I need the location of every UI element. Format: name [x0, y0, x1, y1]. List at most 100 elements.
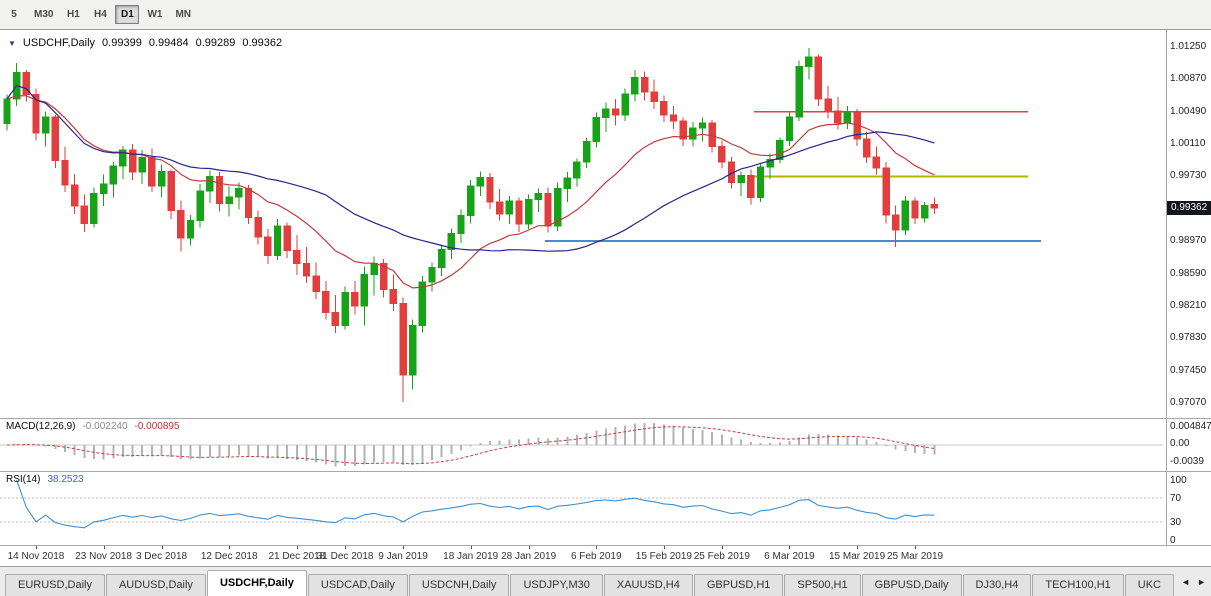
time-axis-tick — [296, 546, 298, 549]
time-axis-label: 6 Mar 2019 — [764, 551, 815, 562]
rsi-indicator-label: RSI(14) 38.2523 — [6, 474, 84, 485]
timeframe-button-w1[interactable]: W1 — [147, 9, 163, 20]
macd-signal-value: -0.000895 — [134, 421, 180, 432]
current-price-badge: 0.99362 — [1167, 200, 1211, 215]
price-axis-label: 1.00870 — [1170, 73, 1207, 85]
time-axis-label: 9 Jan 2019 — [378, 551, 428, 562]
rsi-panel-separator[interactable] — [0, 471, 1211, 472]
time-axis-tick — [103, 546, 105, 549]
chart-tab-gbpusd-h1[interactable]: GBPUSD,H1 — [693, 574, 784, 596]
time-axis-label: 3 Dec 2018 — [135, 551, 188, 562]
chart-tabs: EURUSD,Daily AUDUSD,Daily USDCHF,Daily USDC… — [0, 566, 1211, 596]
ohlc-close-value: 0.99362 — [242, 37, 283, 49]
price-axis[interactable]: 1.01250 1.00870 1.00490 1.00110 0.99730 0.989… — [0, 0, 1211, 566]
price-axis-label: 0.98210 — [1170, 299, 1207, 311]
chart-tab-usdcnh-daily[interactable]: USDCNH,Daily — [408, 574, 510, 596]
price-axis-label: 0.97450 — [1170, 364, 1207, 376]
timeframe-button-mn[interactable]: MN — [175, 9, 192, 20]
time-axis-tick — [35, 546, 37, 549]
chart-tab-dj30-h4[interactable]: DJ30,H4 — [962, 574, 1032, 596]
time-axis-tick — [789, 546, 791, 549]
symbol-dropdown-icon: ▼ — [8, 38, 16, 48]
time-axis-label: 25 Mar 2019 — [886, 551, 944, 562]
macd-axis-label: 0.004847 — [1170, 421, 1211, 432]
price-chart-canvas[interactable] — [0, 30, 1166, 418]
chart-tab-tech100-h1[interactable]: TECH100,H1 — [1032, 574, 1124, 596]
chart-tab-usdcad-daily[interactable]: USDCAD,Daily — [307, 574, 408, 596]
chart-tab-audusd-daily[interactable]: AUDUSD,Daily — [105, 574, 206, 596]
price-axis-label: 1.00110 — [1170, 138, 1206, 150]
rsi-axis-label: 0 — [1170, 535, 1176, 546]
timeframe-button-h4[interactable]: H4 — [94, 9, 107, 20]
time-axis-tick — [403, 546, 405, 549]
chart-ohlc-header: ▼ USDCHF,Daily 0.99399 0.99484 0.99289 0… — [8, 37, 282, 49]
rsi-axis-label: 30 — [1170, 517, 1182, 528]
rsi-line — [16, 479, 935, 529]
rsi-panel-canvas[interactable] — [0, 472, 1166, 545]
time-axis-label: 15 Mar 2019 — [829, 551, 886, 562]
price-axis-border — [1166, 30, 1167, 546]
chart-tab-xauusd-h4[interactable]: XAUUSD,H4 — [603, 574, 693, 596]
time-axis-tick — [528, 546, 530, 549]
tab-scroll-arrows: ◄ ► — [1175, 576, 1208, 588]
macd-main-value: -0.002240 — [82, 421, 128, 432]
time-axis-tick — [345, 546, 347, 549]
timeframe-toolbar: 5 M30 H1 H4 D1 W1 MN — [0, 0, 1211, 30]
time-axis-label: 25 Feb 2019 — [693, 551, 750, 562]
chart-tab-ukc[interactable]: UKC — [1124, 574, 1174, 596]
macd-axis-label: 0.00 — [1170, 438, 1190, 449]
chart-tab-gbpusd-daily[interactable]: GBPUSD,Daily — [861, 574, 962, 596]
chart-tab-usdchf-daily[interactable]: USDCHF,Daily — [206, 570, 307, 596]
price-axis-label: 0.98970 — [1170, 235, 1207, 247]
price-axis-label: 0.98590 — [1170, 267, 1207, 279]
time-axis-tick — [470, 546, 472, 549]
chart-tab-eurusd-daily[interactable]: EURUSD,Daily — [5, 574, 105, 596]
macd-panel-canvas[interactable] — [0, 419, 1166, 471]
time-axis-label: 14 Nov 2018 — [7, 551, 65, 562]
rsi-value: 38.2523 — [47, 474, 84, 485]
timeframe-button-d1[interactable]: D1 — [115, 5, 140, 24]
time-axis-tick — [857, 546, 859, 549]
rsi-name: RSI(14) — [6, 474, 41, 485]
timeframe-button-5[interactable]: 5 — [11, 9, 17, 20]
tab-scroll-right-button[interactable]: ► — [1197, 577, 1206, 587]
price-axis-label: 1.01250 — [1170, 41, 1207, 52]
chart-tab-sp500-h1[interactable]: SP500,H1 — [784, 574, 861, 596]
timeframe-button-m30[interactable]: M30 — [34, 9, 54, 20]
rsi-axis-label: 70 — [1170, 493, 1182, 504]
rsi-axis-label: 100 — [1170, 475, 1187, 486]
ohlc-low-value: 0.99289 — [195, 37, 236, 49]
price-axis-label: 0.99730 — [1170, 170, 1207, 182]
time-axis-label: 15 Feb 2019 — [635, 551, 692, 562]
time-axis-label: 31 Dec 2018 — [316, 551, 374, 562]
time-axis-tick — [229, 546, 231, 549]
time-axis-tick — [915, 546, 917, 549]
time-axis-tick — [596, 546, 598, 549]
ma-fast-line — [6, 95, 935, 289]
ohlc-open-value: 0.99399 — [102, 37, 142, 49]
time-axis-tick — [663, 546, 665, 549]
macd-name: MACD(12,26,9) — [6, 421, 76, 432]
price-axis-label: 0.97070 — [1170, 396, 1207, 408]
candles-layer — [3, 47, 939, 403]
time-axis-label: 23 Nov 2018 — [75, 551, 132, 562]
price-axis-label: 0.97830 — [1170, 332, 1207, 344]
time-axis[interactable]: 14 Nov 2018 23 Nov 2018 3 Dec 2018 12 Dec 2… — [0, 546, 1211, 566]
macd-axis-label: -0.0039 — [1170, 456, 1204, 467]
tab-scroll-left-button[interactable]: ◄ — [1181, 577, 1191, 587]
chart-tab-usdjpy-m30[interactable]: USDJPY,M30 — [510, 574, 603, 596]
macd-signal-line — [6, 426, 935, 465]
timeframe-button-h1[interactable]: H1 — [67, 9, 80, 20]
time-axis-tick — [161, 546, 163, 549]
time-axis-label: 28 Jan 2019 — [501, 551, 557, 562]
time-axis-label: 21 Dec 2018 — [268, 551, 326, 562]
ma-slow-line — [6, 84, 935, 252]
time-axis-label: 18 Jan 2019 — [443, 551, 499, 562]
time-axis-separator — [0, 545, 1211, 546]
macd-panel-separator[interactable] — [0, 418, 1211, 419]
time-axis-label: 6 Feb 2019 — [570, 551, 622, 562]
ohlc-high-value: 0.99484 — [148, 37, 189, 49]
time-axis-tick — [721, 546, 723, 549]
macd-indicator-label: MACD(12,26,9) -0.002240 -0.000895 — [6, 421, 180, 432]
